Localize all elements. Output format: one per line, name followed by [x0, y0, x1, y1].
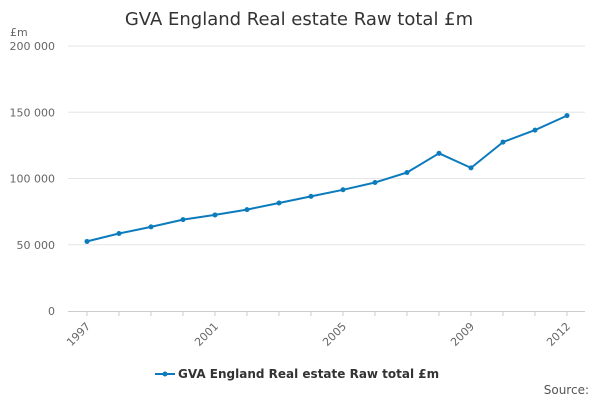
- legend-swatch-marker: [162, 371, 168, 377]
- data-point[interactable]: [404, 170, 410, 176]
- y-axis-ticks: 0 50 000 100 000 150 000 200 000: [10, 40, 56, 318]
- data-point[interactable]: [564, 113, 570, 119]
- x-tick-label: 2009: [448, 320, 477, 349]
- series-layer: [84, 113, 570, 244]
- data-point[interactable]: [276, 200, 282, 206]
- data-point[interactable]: [84, 238, 90, 244]
- series-line: [86, 114, 568, 243]
- y-tick-label: 100 000: [10, 173, 56, 186]
- y-tick-label: 50 000: [17, 239, 56, 252]
- source-label: Source:: [544, 383, 589, 397]
- data-point[interactable]: [308, 193, 314, 199]
- x-tick-label: 1997: [64, 320, 93, 349]
- gridlines: [68, 45, 585, 246]
- legend-label: GVA England Real estate Raw total £m: [178, 367, 439, 381]
- data-point[interactable]: [468, 165, 474, 171]
- data-point[interactable]: [116, 230, 122, 236]
- y-tick-label: 200 000: [10, 40, 56, 53]
- chart-title: GVA England Real estate Raw total £m: [125, 9, 473, 30]
- data-point[interactable]: [180, 217, 186, 223]
- data-point[interactable]: [244, 207, 250, 213]
- y-tick-label: 0: [48, 305, 55, 318]
- data-point[interactable]: [500, 139, 506, 145]
- data-point[interactable]: [148, 224, 154, 230]
- x-tick-label: 2001: [192, 320, 221, 349]
- y-axis-unit: £m: [10, 26, 28, 39]
- x-axis: 1997 2001 2005 2009 2012: [64, 311, 585, 349]
- data-point[interactable]: [372, 179, 378, 185]
- data-point[interactable]: [532, 127, 538, 133]
- data-point[interactable]: [436, 150, 442, 156]
- y-tick-label: 150 000: [10, 106, 56, 119]
- legend[interactable]: GVA England Real estate Raw total £m: [155, 367, 439, 381]
- data-point[interactable]: [340, 187, 346, 193]
- x-tick-label: 2012: [544, 320, 573, 349]
- data-point[interactable]: [212, 212, 218, 218]
- x-tick-label: 2005: [320, 320, 349, 349]
